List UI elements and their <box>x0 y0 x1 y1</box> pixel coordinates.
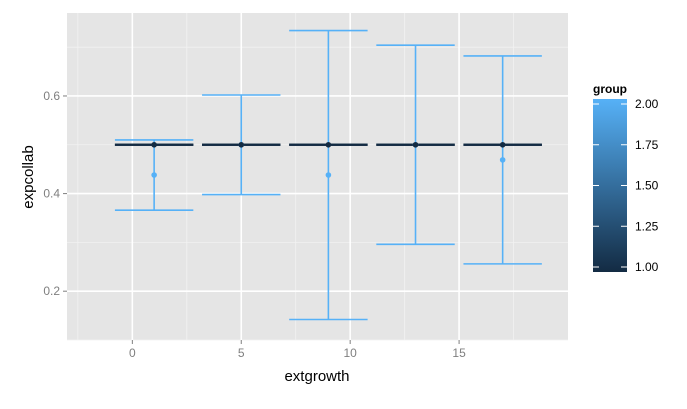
data-point <box>499 157 506 163</box>
data-point <box>238 141 245 148</box>
data-point <box>151 172 157 178</box>
data-point <box>151 141 157 148</box>
y-tick-label: 0.6 <box>43 89 60 103</box>
x-tick-label: 15 <box>452 346 466 360</box>
data-point <box>412 141 419 148</box>
y-tick-label: 0.4 <box>43 187 60 201</box>
data-point <box>325 141 332 148</box>
y-tick-label: 0.2 <box>43 284 60 298</box>
x-tick-label: 5 <box>238 346 245 360</box>
x-tick-label: 0 <box>129 346 136 360</box>
legend-title: group <box>593 82 627 96</box>
legend-tick-label: 1.00 <box>635 260 659 274</box>
legend-tick-label: 2.00 <box>635 97 659 111</box>
axes: 0 5 10 15 0.2 0.4 0.6 <box>43 89 466 360</box>
data-point <box>325 172 332 178</box>
y-axis-title: expcollab <box>20 145 37 208</box>
data-point <box>499 141 506 148</box>
x-axis-title: extgrowth <box>284 368 349 385</box>
legend-tick-label: 1.50 <box>635 179 659 193</box>
plot-panel <box>67 13 568 340</box>
data-layer <box>114 29 542 321</box>
x-tick-label: 10 <box>343 346 357 360</box>
legend: group 1.00 1.25 1.50 1.75 2.00 <box>593 82 659 274</box>
legend-tick-label: 1.75 <box>635 138 659 152</box>
legend-tick-label: 1.25 <box>635 219 659 233</box>
